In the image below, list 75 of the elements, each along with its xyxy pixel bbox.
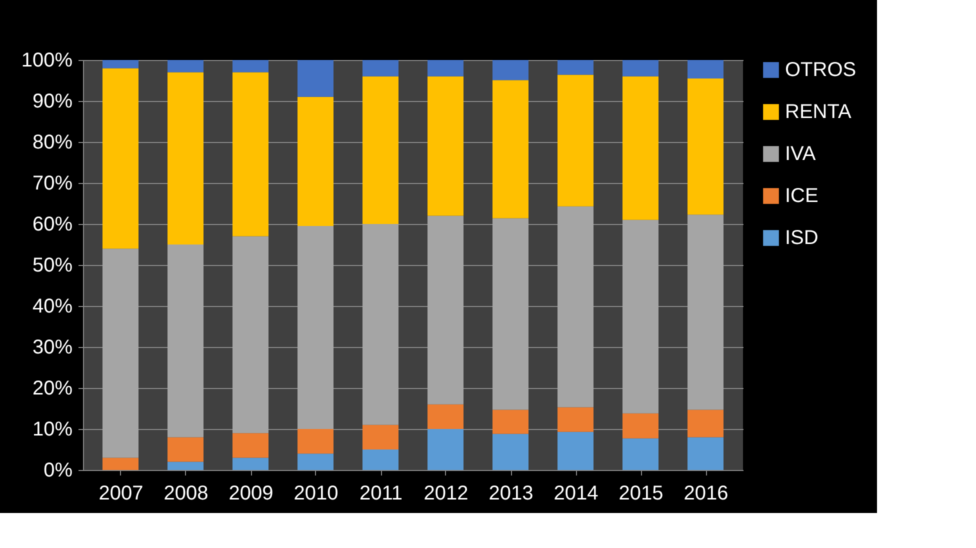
bar [622,413,658,438]
y-tick-label: 30% [32,336,73,358]
y-tick-label: 50% [32,254,73,276]
bar [298,60,334,97]
x-tick-label: 2009 [228,482,274,504]
bar [428,76,464,216]
bar [428,429,464,470]
bar [298,429,334,454]
bar [492,60,528,80]
bar [688,78,724,215]
legend-label: RENTA [785,101,852,123]
bar [688,410,724,438]
bar [232,433,268,458]
bar [622,438,658,470]
x-tick-label: 2011 [359,482,403,504]
y-tick-label: 80% [32,132,73,154]
y-tick-label: 70% [32,172,73,194]
x-tick-label: 2015 [618,482,664,504]
legend-label: ISD [785,227,818,249]
bar [492,218,528,410]
bar [232,72,268,236]
x-tick-label: 2008 [164,482,208,504]
bar [232,458,268,470]
bar [232,60,268,72]
bar [362,224,398,425]
bar [298,226,334,429]
x-tick-label: 2013 [488,482,534,504]
x-tick-label: 2010 [294,482,338,504]
x-tick-label: 2007 [98,482,144,504]
y-tick-label: 90% [32,90,73,112]
bar [688,214,724,410]
bar [168,437,204,462]
legend-label: IVA [785,143,816,165]
bar [168,462,204,470]
bar [102,248,138,458]
y-tick-label: 60% [32,214,73,236]
bar [362,424,398,450]
legend-label: OTROS [785,59,856,81]
bar [558,407,594,432]
y-tick-label: 0% [44,460,73,482]
bar [168,244,204,438]
y-tick-label: 20% [32,378,73,400]
bar [362,450,398,470]
legend-label: ICE [785,185,818,207]
x-tick-label: 2014 [554,482,598,504]
bar [688,60,724,78]
bar [622,60,658,76]
bar [102,60,138,68]
bar [492,410,528,434]
bar [492,434,528,470]
bar [622,76,658,220]
bar [492,80,528,218]
bar [232,236,268,434]
y-tick-label: 10% [32,418,73,440]
bar [558,206,594,408]
bar [298,96,334,226]
bar [102,68,138,249]
y-tick-label: 100% [21,50,73,72]
bar [622,220,658,414]
bar [428,60,464,76]
bar [428,216,464,404]
bar [168,72,204,244]
bar [428,404,464,429]
bar [558,74,594,206]
bar [688,437,724,470]
x-tick-label: 2012 [424,482,468,504]
y-tick-label: 40% [32,296,73,318]
bar [102,458,138,470]
bar [168,60,204,72]
bar [362,60,398,76]
bar [558,60,594,75]
bar [298,454,334,470]
bar [362,76,398,224]
x-tick-label: 2016 [684,482,728,504]
bar [558,432,594,470]
